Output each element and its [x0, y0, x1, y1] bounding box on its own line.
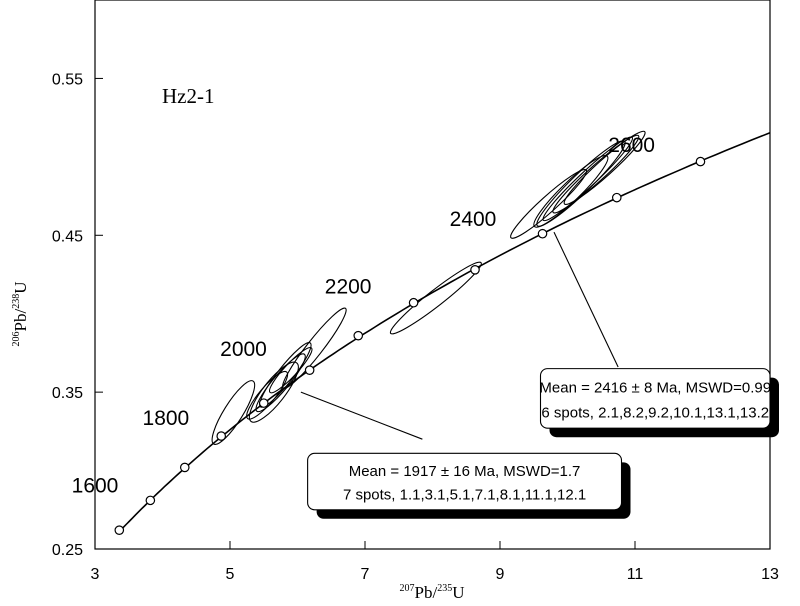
y-tick-label-1: 0.35: [52, 385, 83, 402]
sample-label: Hz2-1: [162, 84, 214, 108]
y-tick-label-0: 0.25: [52, 542, 83, 559]
error-ellipse-6: [282, 307, 347, 389]
annotation-box-0: [539, 368, 771, 429]
age-mark-4: [258, 398, 269, 408]
age-mark-8: [470, 264, 480, 275]
error-ellipse-2: [248, 361, 299, 423]
age-mark-7: [408, 297, 419, 308]
age-mark-0: [114, 525, 125, 535]
x-tick-label-2: 7: [361, 566, 370, 583]
error-ellipse-13: [563, 130, 646, 205]
error-ellipse-0: [211, 380, 256, 445]
x-axis-title: 207Pb/235U: [400, 583, 465, 602]
annotations: Mean = 2416 ± 8 Ma, MSWD=0.99 6 spots, 2.…: [300, 231, 779, 519]
x-tick-label-4: 11: [627, 566, 644, 583]
plot-frame: [94, 0, 771, 550]
age-mark-5: [304, 365, 315, 375]
error-ellipse-7: [389, 261, 482, 335]
age-mark-10: [611, 192, 622, 203]
y-tick-label-2: 0.45: [52, 228, 83, 245]
error-ellipse-12: [552, 134, 640, 214]
error-ellipse-5: [268, 347, 313, 394]
y-axis-title: 206Pb/238U: [11, 282, 30, 347]
x-tick-label-5: 13: [761, 566, 779, 583]
annotation-leader-1: [300, 391, 423, 440]
annotation-leader-0: [553, 231, 619, 368]
age-mark-11: [695, 156, 706, 167]
concordia-age-marks: [114, 156, 706, 535]
annotation-text-1-1: 7 spots, 1.1,3.1,5.1,7.1,8.1,11.1,12.1: [343, 487, 586, 504]
annotation-text-0-1: 6 spots, 2.1,8.2,9.2,10.1,13.1,13.2: [541, 404, 769, 421]
age-mark-1: [145, 495, 156, 506]
age-label-2400: 2400: [450, 208, 497, 231]
age-mark-3: [216, 431, 227, 441]
annotation-box-1: [307, 452, 623, 511]
y-tick-label-3: 0.55: [52, 71, 83, 88]
age-labels: 1600 1800 2000 2200 2400 2600: [72, 134, 655, 497]
x-tick-label-0: 3: [91, 566, 100, 583]
error-ellipses: [211, 130, 646, 445]
x-tick-label-1: 5: [226, 566, 235, 583]
error-ellipse-4: [259, 342, 312, 408]
age-label-1800: 1800: [143, 407, 190, 430]
age-mark-9: [537, 228, 548, 239]
age-label-2600: 2600: [608, 134, 655, 157]
axis-ticks: 3 5 7 9 11 13 0.25 0.35 0.45 0.55: [52, 71, 779, 583]
age-label-2000: 2000: [220, 338, 267, 361]
age-mark-2: [179, 462, 190, 473]
age-label-2200: 2200: [325, 275, 372, 298]
age-mark-6: [353, 330, 364, 341]
annotation-text-0-0: Mean = 2416 ± 8 Ma, MSWD=0.99: [539, 379, 771, 396]
annotation-text-1-0: Mean = 1917 ± 16 Ma, MSWD=1.7: [349, 463, 581, 480]
x-tick-label-3: 9: [496, 566, 505, 583]
age-label-1600: 1600: [72, 475, 119, 498]
